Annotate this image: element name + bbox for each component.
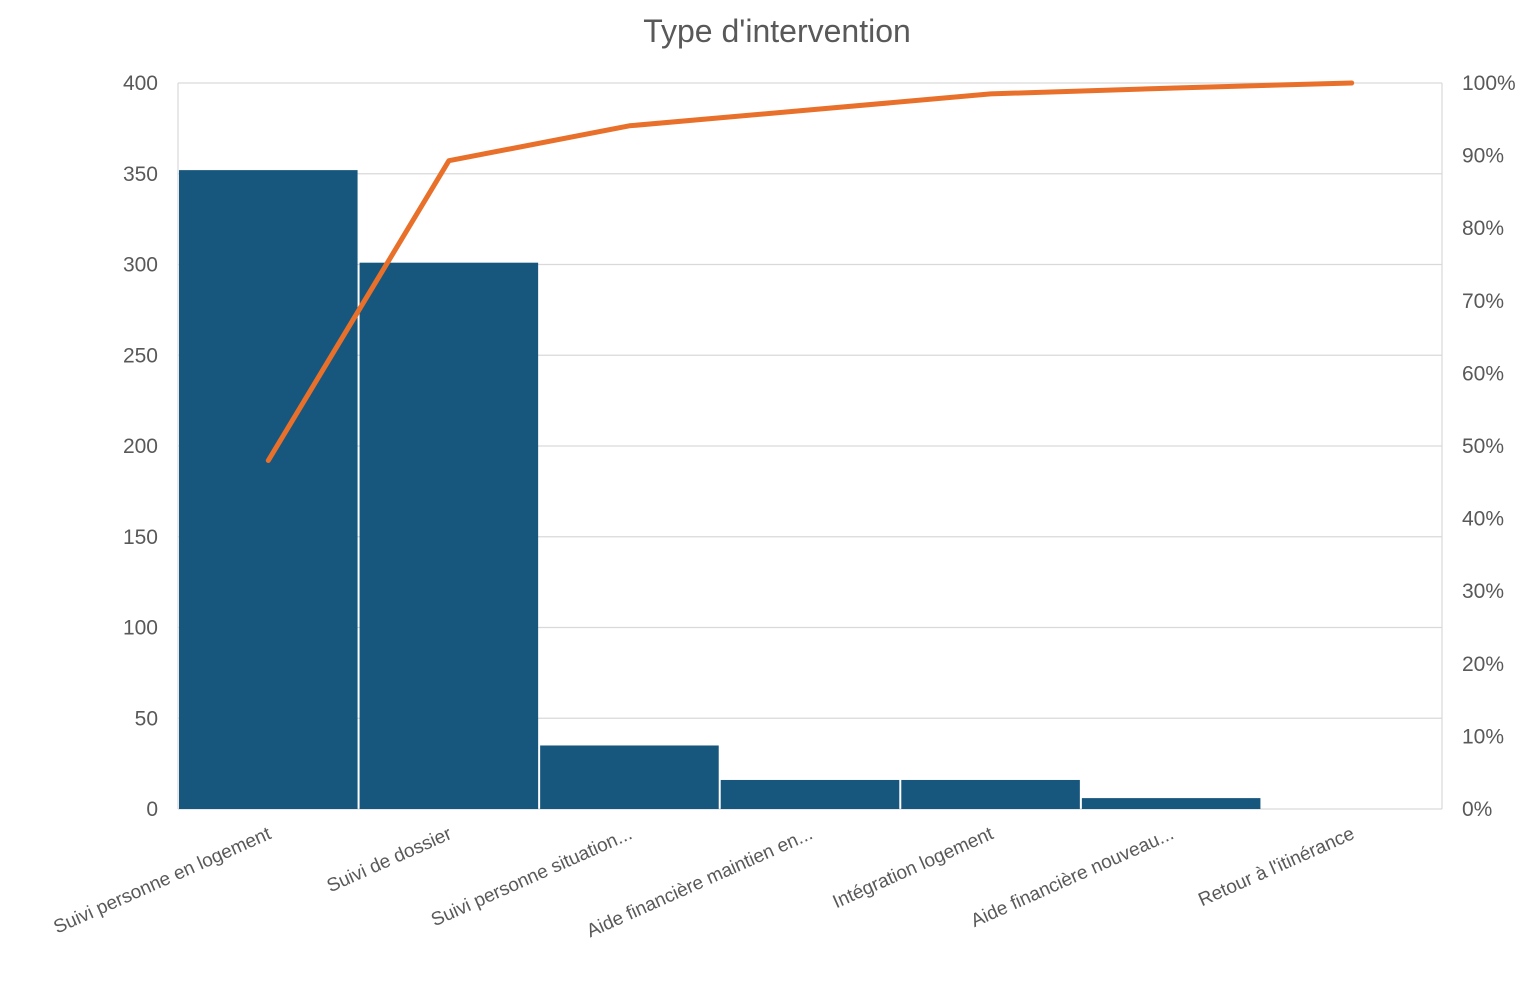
bar-2	[359, 262, 539, 809]
y-tick-label: 350	[123, 163, 158, 186]
y2-tick-label: 70%	[1462, 290, 1504, 313]
y2-tick-label: 40%	[1462, 508, 1504, 531]
x-category-label: Suivi de dossier	[324, 823, 456, 897]
y-tick-label: 150	[123, 526, 158, 549]
y2-tick-label: 60%	[1462, 362, 1504, 385]
bar-1	[179, 170, 358, 809]
chart-title: Type d'intervention	[643, 13, 911, 49]
y2-tick-label: 10%	[1462, 725, 1504, 748]
y-tick-label: 200	[123, 435, 158, 458]
y2-tick-label: 20%	[1462, 653, 1504, 676]
y2-tick-label: 80%	[1462, 217, 1504, 240]
y2-tick-label: 100%	[1462, 72, 1516, 95]
y-tick-label: 250	[123, 344, 158, 367]
x-category-label: Intégration logement	[830, 823, 997, 913]
y-axis-left: 0 50 100 150 200 250 300 350 400	[123, 72, 158, 821]
bar-6	[1081, 798, 1261, 809]
y2-tick-label: 30%	[1462, 580, 1504, 603]
x-category-label: Retour à l'itinérance	[1195, 823, 1357, 911]
y-tick-label: 300	[123, 254, 158, 277]
x-category-label: Suivi personne en logement	[51, 823, 275, 938]
y2-tick-label: 90%	[1462, 145, 1504, 168]
bar-4	[720, 779, 900, 809]
x-axis: Suivi personne en logement Suivi de dossi…	[51, 823, 1358, 942]
y-tick-label: 100	[123, 617, 158, 640]
y-axis-right: 0% 10% 20% 30% 40% 50% 60% 70% 80% 90% 100%	[1462, 72, 1516, 821]
cumulative-percent-line	[265, 80, 1355, 463]
cumulative-line	[265, 80, 1355, 463]
x-category-label: Aide financière nouveau...	[968, 823, 1177, 932]
bar-5	[901, 779, 1080, 809]
bars	[179, 170, 1261, 809]
y2-tick-label: 50%	[1462, 435, 1504, 458]
y-tick-label: 0	[146, 798, 158, 821]
y-tick-label: 50	[135, 707, 158, 730]
bar-3	[540, 745, 719, 809]
y-tick-label: 400	[123, 72, 158, 95]
y2-tick-label: 0%	[1462, 798, 1492, 821]
